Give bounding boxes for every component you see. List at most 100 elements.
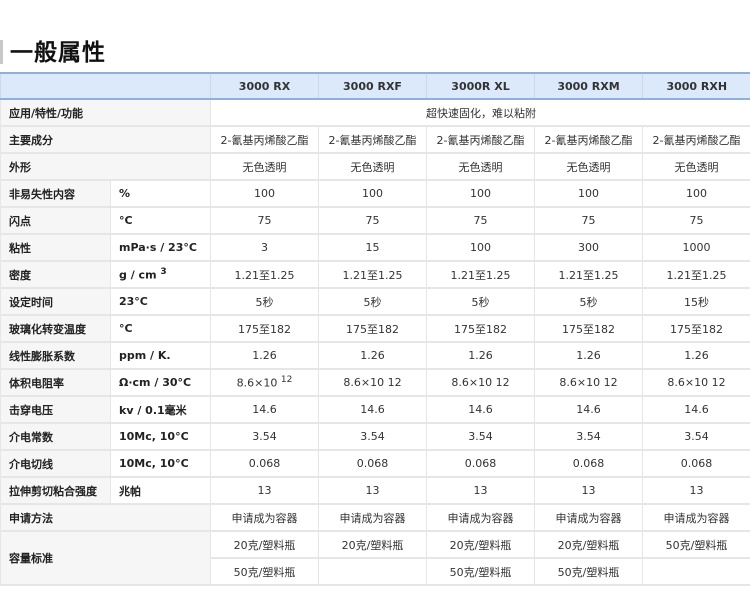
row-unit: 10Mc, 10°C	[110, 450, 211, 478]
cell-value: 75	[642, 207, 750, 235]
cell-value: 1.21至1.25	[210, 261, 319, 289]
cell-value: 申请成为容器	[426, 504, 535, 532]
cell-value: 8.6×10 12	[426, 369, 535, 397]
cell-value: 0.068	[534, 450, 643, 478]
row-label: 介电常数	[0, 423, 111, 451]
cell-value: 无色透明	[210, 153, 319, 181]
table-row: 外形 无色透明 无色透明 无色透明 无色透明 无色透明	[0, 153, 750, 181]
row-label: 粘性	[0, 234, 111, 262]
cell-value: 13	[318, 477, 427, 505]
cell-value: 75	[318, 207, 427, 235]
row-label: 设定时间	[0, 288, 111, 316]
cell-value: 3.54	[318, 423, 427, 451]
table-row: 线性膨胀系数 ppm / K. 1.26 1.26 1.26 1.26 1.26	[0, 342, 750, 370]
cell-value: 2-氰基丙烯酸乙酯	[534, 126, 643, 154]
cell-value: 0.068	[642, 450, 750, 478]
cell-value: 1.26	[210, 342, 319, 370]
cell-value: 100	[426, 234, 535, 262]
column-header: 3000 RXM	[534, 72, 643, 100]
cell-value: 13	[210, 477, 319, 505]
row-label: 击穿电压	[0, 396, 111, 424]
table-row: 体积电阻率 Ω·cm / 30°C 8.6×10 12 8.6×10 12 8.6×10…	[0, 369, 750, 397]
row-unit: ppm / K.	[110, 342, 211, 370]
cell-value: 无色透明	[426, 153, 535, 181]
cell-value: 5秒	[426, 288, 535, 316]
row-label: 线性膨胀系数	[0, 342, 111, 370]
cell-value: 5秒	[534, 288, 643, 316]
row-label: 介电切线	[0, 450, 111, 478]
cell-value: 100	[318, 180, 427, 208]
table-row: 主要成分 2-氰基丙烯酸乙酯 2-氰基丙烯酸乙酯 2-氰基丙烯酸乙酯 2-氰基丙烯酸乙酯…	[0, 126, 750, 154]
cell-value: 100	[210, 180, 319, 208]
table-row: 闪点 °C 75 75 75 75 75	[0, 207, 750, 235]
row-label: 申请方法	[0, 504, 211, 532]
cell-value: 无色透明	[642, 153, 750, 181]
cell-value: 1000	[642, 234, 750, 262]
cell-value: 1.21至1.25	[534, 261, 643, 289]
cell-value: 3.54	[642, 423, 750, 451]
cell-value: 无色透明	[318, 153, 427, 181]
row-label: 闪点	[0, 207, 111, 235]
cell-value: 175至182	[318, 315, 427, 343]
cell-value: 申请成为容器	[534, 504, 643, 532]
column-header: 3000 RXF	[318, 72, 427, 100]
cell-value: 3	[210, 234, 319, 262]
cell-value: 13	[534, 477, 643, 505]
table-row: 设定时间 23°C 5秒 5秒 5秒 5秒 15秒	[0, 288, 750, 316]
cell-value: 2-氰基丙烯酸乙酯	[642, 126, 750, 154]
row-unit: g / cm 3	[110, 261, 211, 289]
cell-value: 175至182	[210, 315, 319, 343]
cell-value: 2-氰基丙烯酸乙酯	[318, 126, 427, 154]
cell-value: 8.6×10 12	[642, 369, 750, 397]
cell-value: 14.6	[642, 396, 750, 424]
header-row: 3000 RX 3000 RXF 3000R XL 3000 RXM 3000 RXH	[0, 72, 750, 100]
cell-value: 75	[534, 207, 643, 235]
cell-value: 1.26	[318, 342, 427, 370]
cell-value: 无色透明	[534, 153, 643, 181]
cell-value: 1.21至1.25	[318, 261, 427, 289]
cell-value: 1.21至1.25	[642, 261, 750, 289]
cell-value: 175至182	[642, 315, 750, 343]
properties-table: 3000 RX 3000 RXF 3000R XL 3000 RXM 3000 RXH …	[0, 72, 750, 586]
cell-value: 15	[318, 234, 427, 262]
row-unit: kv / 0.1毫米	[110, 396, 211, 424]
row-unit: 10Mc, 10°C	[110, 423, 211, 451]
cell-value: 20克/塑料瓶	[318, 531, 427, 559]
cell-value: 300	[534, 234, 643, 262]
superscript-exponent: 12	[280, 375, 293, 386]
cell-value: 50克/塑料瓶	[642, 531, 750, 559]
cell-value: 8.6×10 12	[318, 369, 427, 397]
row-label: 拉伸剪切粘合强度	[0, 477, 111, 505]
cell-value: 8.6×10 12	[534, 369, 643, 397]
cell-value: 20克/塑料瓶	[426, 531, 535, 559]
cell-value: 0.068	[210, 450, 319, 478]
cell-value: 申请成为容器	[642, 504, 750, 532]
cell-value: 2-氰基丙烯酸乙酯	[210, 126, 319, 154]
row-label: 容量标准	[0, 531, 211, 586]
column-header: 3000 RX	[210, 72, 319, 100]
cell-value: 0.068	[318, 450, 427, 478]
column-header: 3000R XL	[426, 72, 535, 100]
cell-value: 50克/塑料瓶	[534, 558, 643, 586]
cell-value: 申请成为容器	[318, 504, 427, 532]
cell-value: 100	[642, 180, 750, 208]
row-unit: mPa·s / 23°C	[110, 234, 211, 262]
cell-value: 100	[426, 180, 535, 208]
row-label: 外形	[0, 153, 211, 181]
table-row: 介电常数 10Mc, 10°C 3.54 3.54 3.54 3.54 3.54	[0, 423, 750, 451]
superscript-exponent: 3	[160, 267, 167, 278]
page-title: 一般属性	[10, 40, 106, 66]
table-row: 击穿电压 kv / 0.1毫米 14.6 14.6 14.6 14.6 14.6	[0, 396, 750, 424]
cell-value: 75	[426, 207, 535, 235]
row-label: 体积电阻率	[0, 369, 111, 397]
row-label: 主要成分	[0, 126, 211, 154]
cell-value: 175至182	[534, 315, 643, 343]
title-accent-bar	[0, 40, 3, 64]
cell-value: 申请成为容器	[210, 504, 319, 532]
cell-value: 50克/塑料瓶	[426, 558, 535, 586]
row-unit: 兆帕	[110, 477, 211, 505]
cell-value: 75	[210, 207, 319, 235]
cell-value: 13	[426, 477, 535, 505]
row-unit: °C	[110, 207, 211, 235]
cell-value: 5秒	[318, 288, 427, 316]
